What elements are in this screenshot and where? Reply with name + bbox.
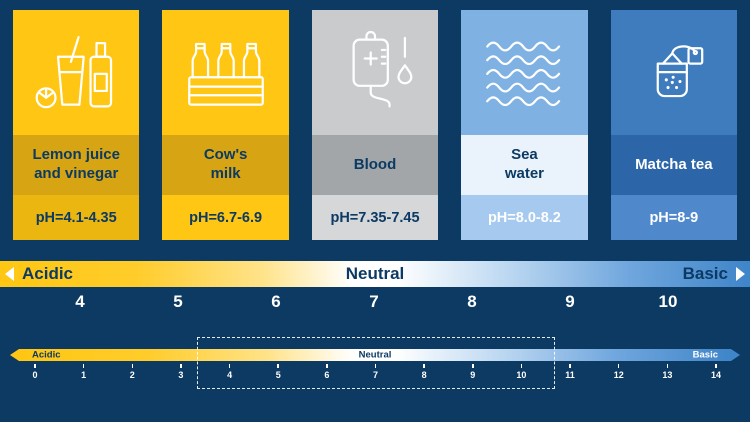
card-ph-value: pH=6.7-6.9 [162,195,289,240]
acidic-label: Acidic [32,349,61,361]
tick-number: 4 [227,370,233,380]
card-matcha-tea: Matcha tea pH=8-9 [610,10,738,240]
neutral-range-highlight-box [197,337,555,389]
neutral-label: Neutral [358,349,392,361]
tick-number: 0 [32,370,38,380]
tick-number: 14 [710,370,721,380]
blood-bag-icon [311,10,439,135]
card-sea-water: Sea water pH=8.0-8.2 [461,10,588,240]
card-ph-value: pH=8.0-8.2 [461,195,588,240]
card-ph-value: pH=7.35-7.45 [311,195,439,240]
basic-label: Basic [682,264,728,283]
basic-label: Basic [692,349,718,361]
sea-waves-icon [461,10,588,135]
card-title: Blood [311,135,439,195]
card-cows-milk: Cow's milk pH=6.7-6.9 [162,10,289,240]
tick-number: 8 [421,370,427,380]
tea-bag-icon [610,10,738,135]
tick-number: 6 [324,370,330,380]
tick-number: 7 [372,370,378,380]
tick-number: 5 [275,370,281,380]
tick-number: 12 [613,370,624,380]
cards-row: Lemon juice and vinegar pH=4.1-4.35 [13,10,738,240]
card-ph-value: pH=8-9 [610,195,738,240]
tick-number: 3 [178,370,184,380]
tick-number: 1 [81,370,87,380]
arrow-right-icon [736,267,745,281]
tick-number: 9 [470,370,476,380]
arrow-right-icon [731,349,740,361]
tick-number: 11 [565,370,575,380]
full-range-ticks: 0 1 2 3 4 5 6 7 8 9 10 11 12 13 14 [32,364,721,380]
neutral-label: Neutral [345,264,405,283]
card-title: Cow's milk [162,135,289,195]
ph-scale-bar: Acidic Neutral Basic [0,261,750,287]
lemon-juice-vinegar-icon [13,10,140,135]
card-lemon-juice-vinegar: Lemon juice and vinegar pH=4.1-4.35 [13,10,140,240]
tick-number: 13 [662,370,673,380]
tick-number: 10 [516,370,527,380]
milk-crate-icon [162,10,289,135]
arrow-left-icon [10,349,19,361]
acidic-label: Acidic [22,264,74,283]
card-ph-value: pH=4.1-4.35 [13,195,140,240]
tick-number: 2 [129,370,135,380]
card-blood: Blood pH=7.35-7.45 [311,10,439,240]
card-title: Matcha tea [610,135,738,195]
ph-scale-numbers: 4 5 6 7 8 9 10 [75,292,678,311]
card-title: Lemon juice and vinegar [13,135,140,195]
arrow-left-icon [5,267,14,281]
card-title: Sea water [461,135,588,195]
